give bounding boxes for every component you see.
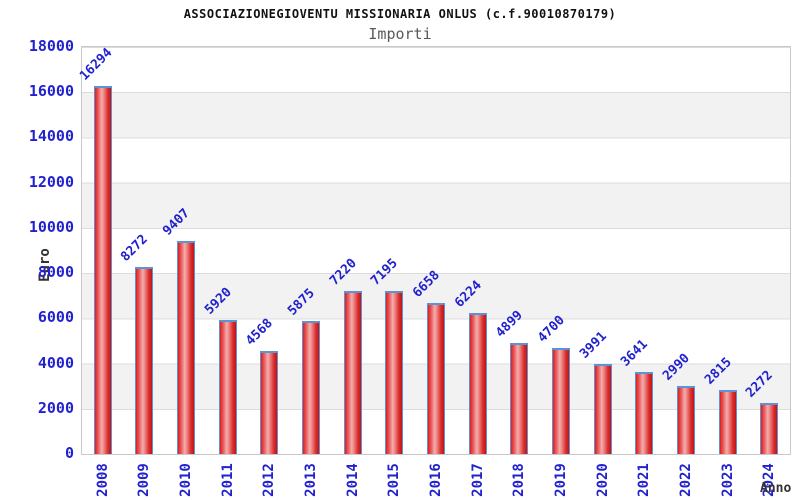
x-tick-label-2015: 2015 (386, 463, 402, 497)
x-tick-label-2021: 2021 (636, 463, 652, 497)
x-tick-label-2017: 2017 (470, 463, 486, 497)
bar-2014 (344, 291, 362, 454)
chart-title: ASSOCIAZIONEGIOVENTU MISSIONARIA ONLUS (… (183, 7, 617, 21)
bar-value-label: 4568 (243, 315, 276, 349)
x-tick-label-2019: 2019 (553, 463, 569, 497)
bar-2021 (635, 372, 653, 454)
bar-value-label: 7220 (327, 255, 360, 289)
bar-2016 (427, 303, 445, 454)
y-tick-label: 0 (64, 444, 74, 462)
y-tick-label: 8000 (37, 263, 74, 282)
bar-2012 (260, 351, 278, 454)
y-tick-label: 10000 (28, 217, 74, 236)
bar-value-label: 2272 (743, 367, 776, 401)
plot-area: 16294 8272 9407 5920 4568 5875 7220 7195 6658 622… (77, 45, 791, 455)
x-tick-label-2011: 2011 (220, 463, 236, 497)
x-tick-label-2022: 2022 (678, 463, 694, 497)
bar-value-label: 8272 (118, 231, 151, 265)
x-tick-label-2013: 2013 (303, 463, 319, 497)
bar-2020 (594, 364, 612, 454)
bar-2018 (510, 343, 528, 454)
y-tick-label: 4000 (37, 353, 74, 372)
y-tick-label: 2000 (37, 398, 74, 417)
bar-2013 (302, 321, 320, 454)
bar-value-label: 6224 (452, 277, 485, 311)
bar-value-label: 5920 (202, 284, 235, 318)
bar-value-label: 2990 (660, 350, 693, 384)
bar-2023 (719, 390, 737, 454)
bar-2015 (385, 291, 403, 454)
bar-2024 (760, 403, 778, 454)
chart-subtitle: Importi (368, 25, 432, 43)
y-tick-label: 16000 (28, 82, 74, 101)
bar-value-label: 9407 (160, 205, 193, 239)
bar-2017 (469, 313, 487, 454)
bar-2022 (677, 386, 695, 454)
x-axis-title: Anno (760, 481, 792, 496)
bar-2019 (552, 348, 570, 454)
bar-2008 (94, 86, 112, 454)
x-tick-label-2009: 2009 (136, 463, 152, 497)
y-tick-label: 18000 (28, 37, 74, 55)
bar-value-label: 2815 (702, 354, 735, 388)
y-tick-label: 6000 (37, 308, 74, 327)
bar-value-label: 5875 (285, 285, 318, 319)
bar-value-label: 4700 (535, 312, 568, 346)
bar-value-label: 3991 (577, 328, 610, 362)
x-tick-label-2023: 2023 (720, 463, 736, 497)
bar-value-label: 3641 (618, 336, 651, 370)
bar-value-label: 16294 (77, 45, 116, 84)
x-tick-label-2010: 2010 (178, 463, 194, 497)
y-tick-label: 14000 (28, 127, 74, 146)
x-tick-label-2012: 2012 (261, 463, 277, 497)
x-tick-label-2008: 2008 (95, 463, 111, 497)
x-tick-label-2020: 2020 (595, 463, 611, 497)
bar-2010 (177, 241, 195, 454)
bar-2011 (219, 320, 237, 454)
y-tick-label: 12000 (28, 172, 74, 191)
x-tick-label-2016: 2016 (428, 463, 444, 497)
bar-2009 (135, 267, 153, 454)
bar-value-label: 7195 (368, 255, 401, 289)
bar-value-label: 4899 (493, 307, 526, 341)
bar-value-label: 6658 (410, 267, 443, 301)
x-tick-label-2014: 2014 (345, 463, 361, 497)
x-tick-label-2018: 2018 (511, 463, 527, 497)
